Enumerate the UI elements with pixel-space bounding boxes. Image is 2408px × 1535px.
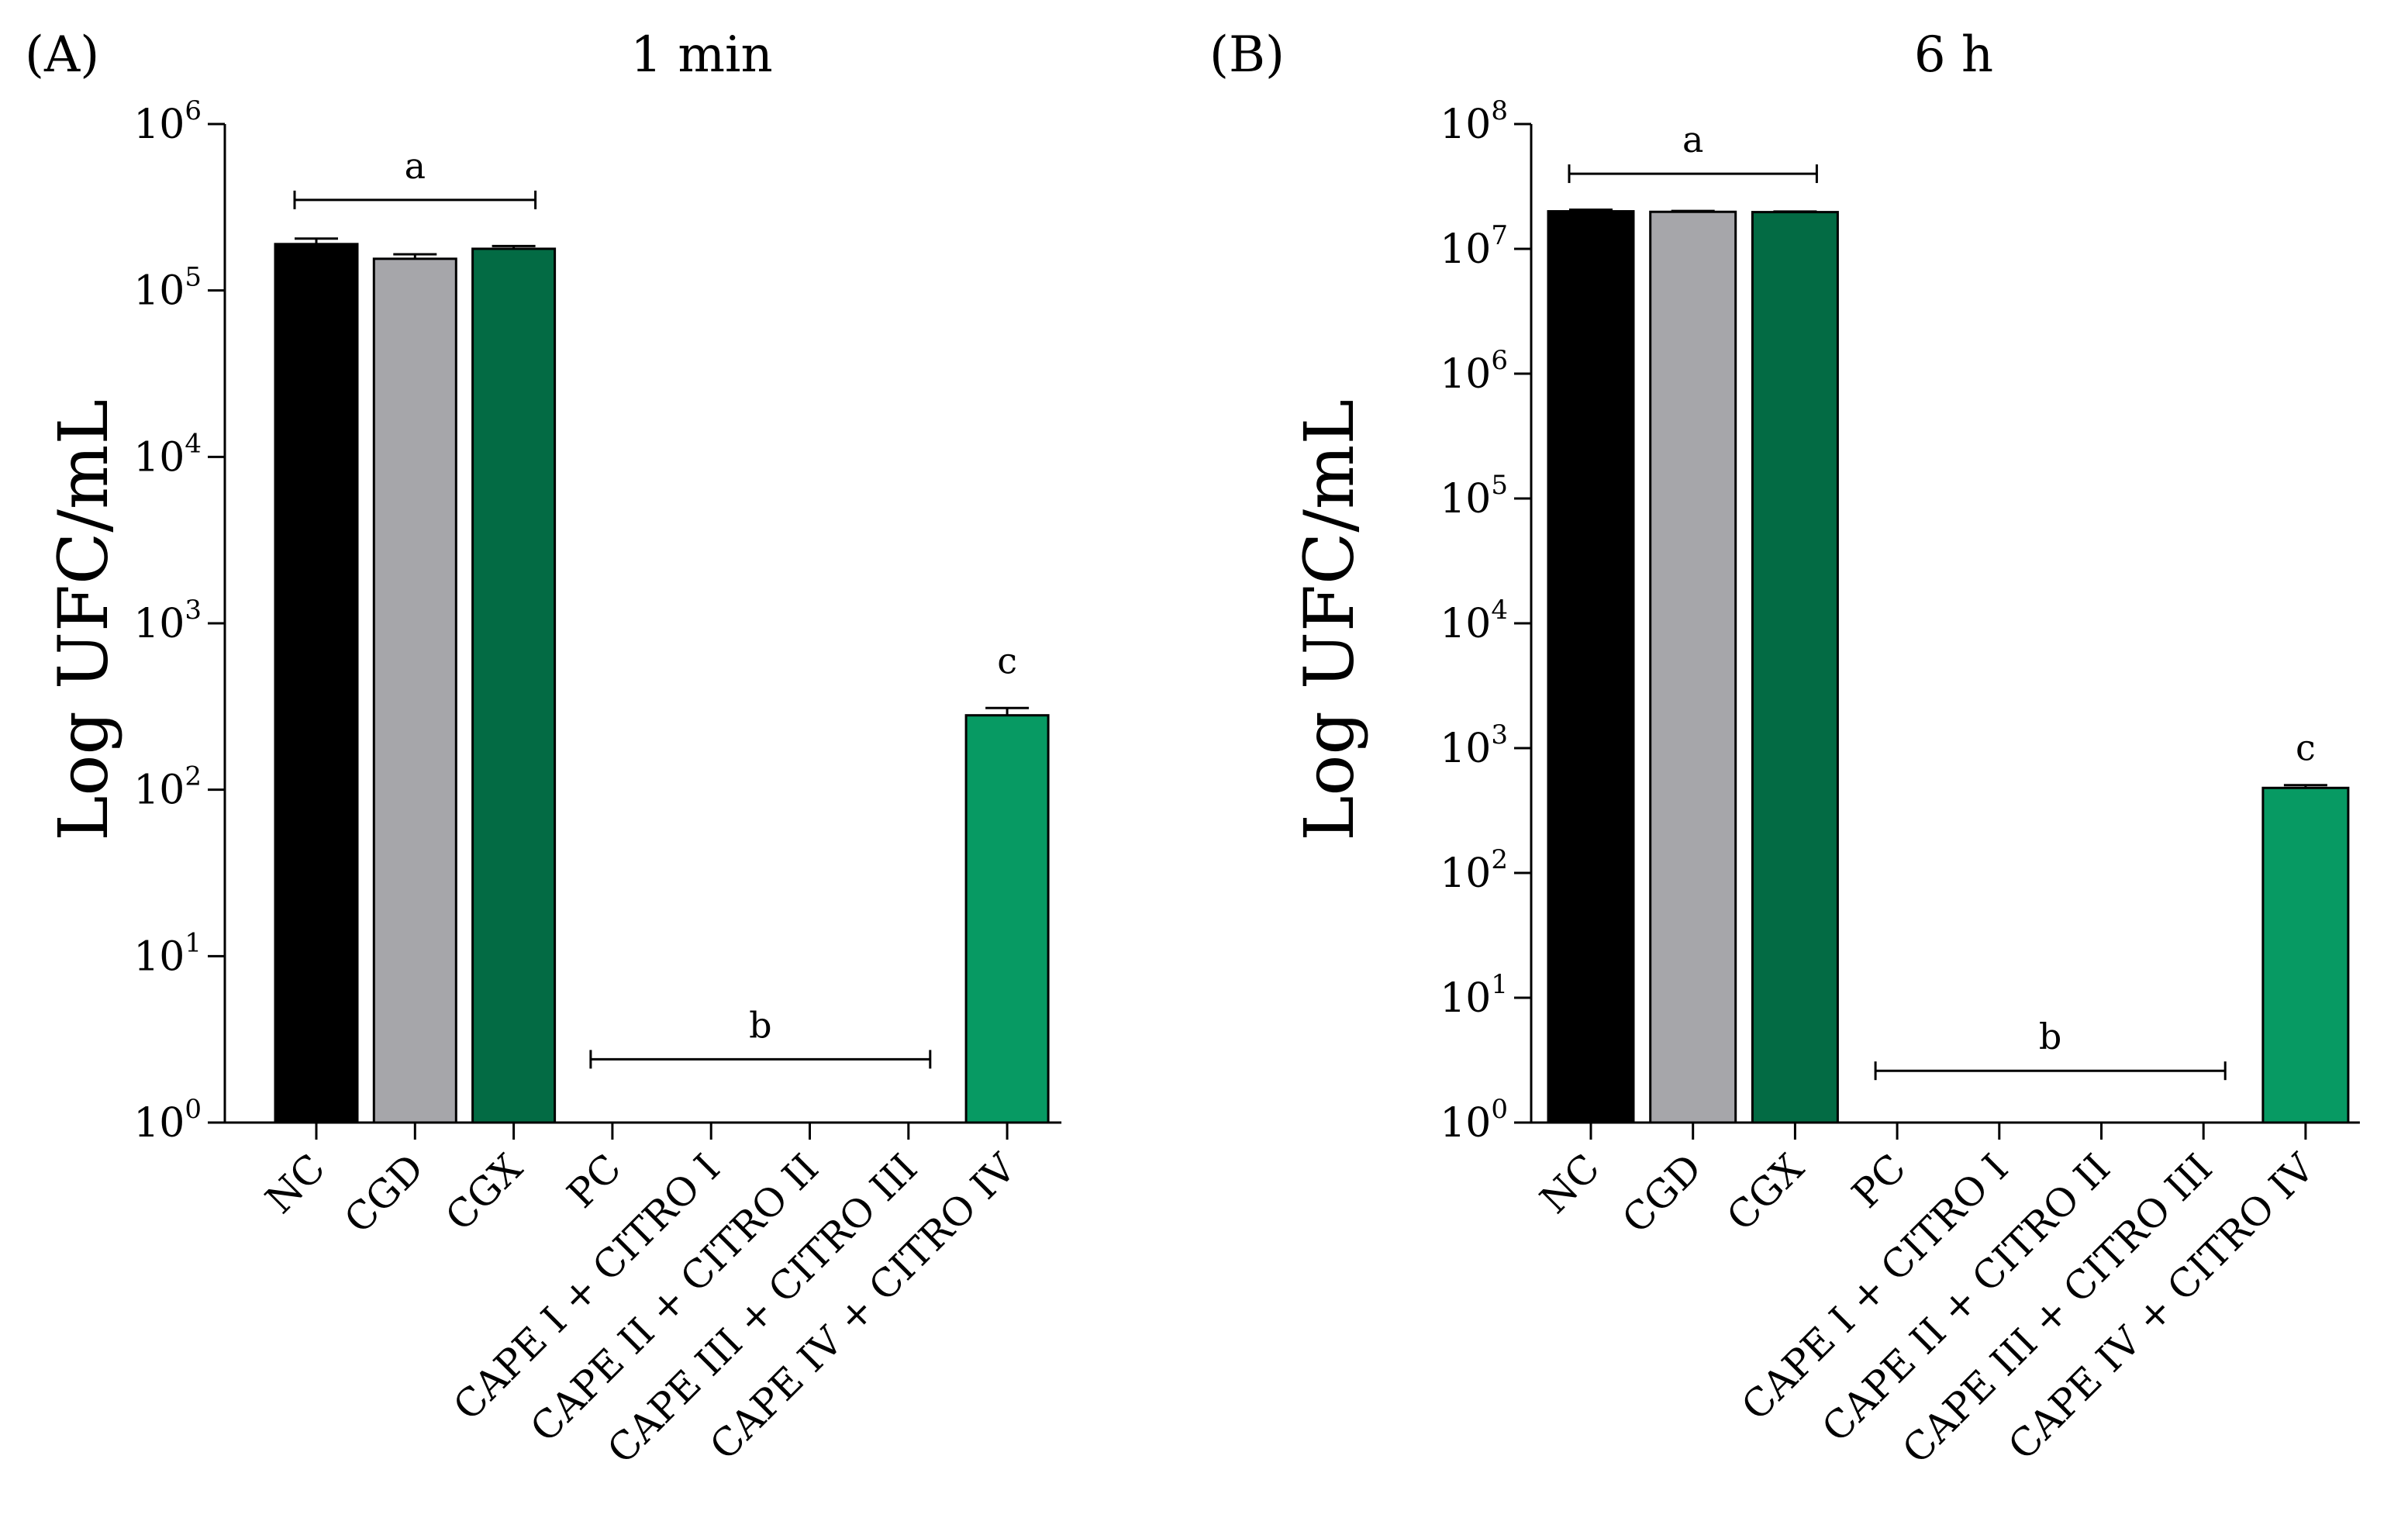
significance-letter: b <box>749 1004 771 1046</box>
bar-cape-iv-citro-iv <box>2261 786 2350 1124</box>
panel-label: (A) <box>25 26 99 84</box>
y-tick-label: 100 <box>1440 1094 1508 1147</box>
y-tick-label: 105 <box>133 262 202 315</box>
x-tick-label: CGX <box>437 1145 532 1240</box>
chart-title: 6 h <box>1914 26 1993 84</box>
significance-letter: b <box>2039 1016 2061 1057</box>
y-tick-label: 103 <box>133 595 202 647</box>
y-axis-label: Log UFC/mL <box>1289 399 1369 841</box>
y-tick-label: 106 <box>133 95 202 148</box>
bar-cgd <box>372 257 457 1124</box>
bar-cape-iv-citro-iv <box>964 714 1050 1124</box>
x-tick-label: CGD <box>1614 1145 1711 1242</box>
x-tick-label: CGX <box>1718 1145 1813 1240</box>
x-tick-label: PC <box>1844 1145 1915 1216</box>
bar-nc <box>274 243 359 1124</box>
bar-cgx <box>471 247 557 1124</box>
y-tick-label: 104 <box>133 428 202 481</box>
x-tick-label: PC <box>559 1145 630 1216</box>
y-tick-label: 108 <box>1440 95 1508 148</box>
y-tick-label: 103 <box>1440 719 1508 772</box>
y-tick-label: 105 <box>1440 470 1508 523</box>
y-tick-label: 107 <box>1440 220 1508 273</box>
x-tick-label: CGD <box>336 1145 433 1242</box>
chart-panel-a: (A) 1 min Log UFC/mL 100 101 102 103 104 105 106 N… <box>25 26 1062 1472</box>
y-tick-label: 101 <box>1440 969 1508 1022</box>
x-tick-label: NC <box>1531 1145 1608 1222</box>
y-tick-label: 100 <box>133 1094 202 1147</box>
significance-letter: a <box>405 145 426 187</box>
x-tick-label: NC <box>257 1145 333 1222</box>
y-tick-label: 104 <box>1440 595 1508 647</box>
y-tick-label: 102 <box>133 761 202 814</box>
y-tick-label: 101 <box>133 927 202 980</box>
significance-letter: c <box>2296 727 2316 769</box>
bar-cgd <box>1649 210 1737 1124</box>
chart-panel-b: (B) 6 h Log UFC/mL 100 101 102 103 104 105 106 107… <box>1209 26 2360 1472</box>
significance-letter: c <box>997 640 1017 682</box>
panel-label: (B) <box>1209 26 1285 84</box>
chart-title: 1 min <box>630 26 772 84</box>
y-tick-label: 106 <box>1440 345 1508 398</box>
bar-cgx <box>1751 211 1839 1124</box>
y-tick-label: 102 <box>1440 844 1508 897</box>
significance-letter: a <box>1682 119 1703 160</box>
bar-nc <box>1547 210 1635 1124</box>
y-axis-label: Log UFC/mL <box>43 399 123 841</box>
